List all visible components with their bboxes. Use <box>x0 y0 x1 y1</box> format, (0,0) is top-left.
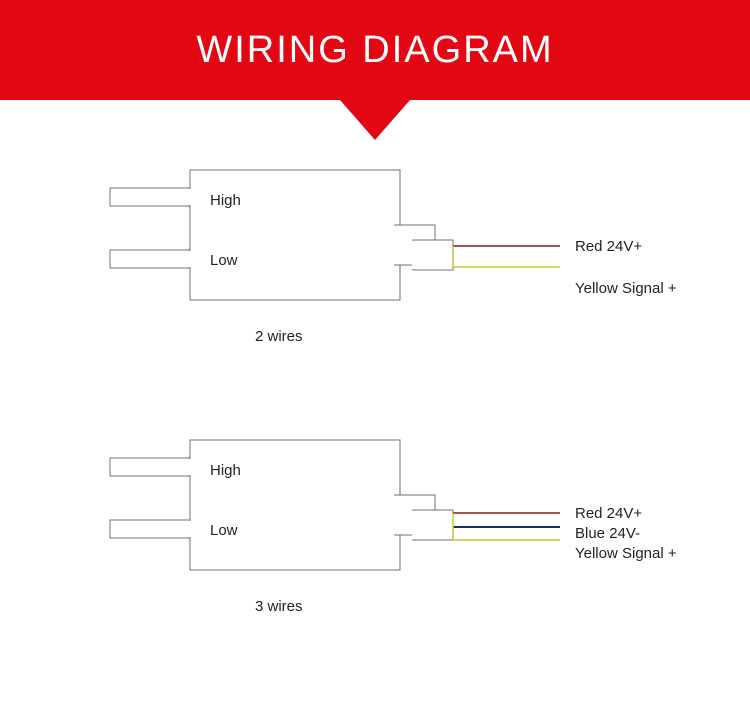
diagram-label: Yellow Signal + <box>575 280 677 297</box>
diagram-label: Yellow Signal + <box>575 545 677 562</box>
diagram-area: Red 24V+ Yellow Signal + High Low 2 wires Red… <box>0 100 750 704</box>
wiring-diagram-svg <box>0 100 750 704</box>
diagram-label: Red 24V+ <box>575 238 642 255</box>
diagram-label: Blue 24V- <box>575 525 640 542</box>
banner-title: WIRING DIAGRAM <box>196 29 553 72</box>
diagram-label: 2 wires <box>255 328 303 345</box>
diagram-label: Low <box>210 522 238 539</box>
diagram-label: High <box>210 192 241 209</box>
diagram-label: Red 24V+ <box>575 505 642 522</box>
diagram-label: Low <box>210 252 238 269</box>
diagram-label: High <box>210 462 241 479</box>
banner: WIRING DIAGRAM <box>0 0 750 100</box>
diagram-label: 3 wires <box>255 598 303 615</box>
